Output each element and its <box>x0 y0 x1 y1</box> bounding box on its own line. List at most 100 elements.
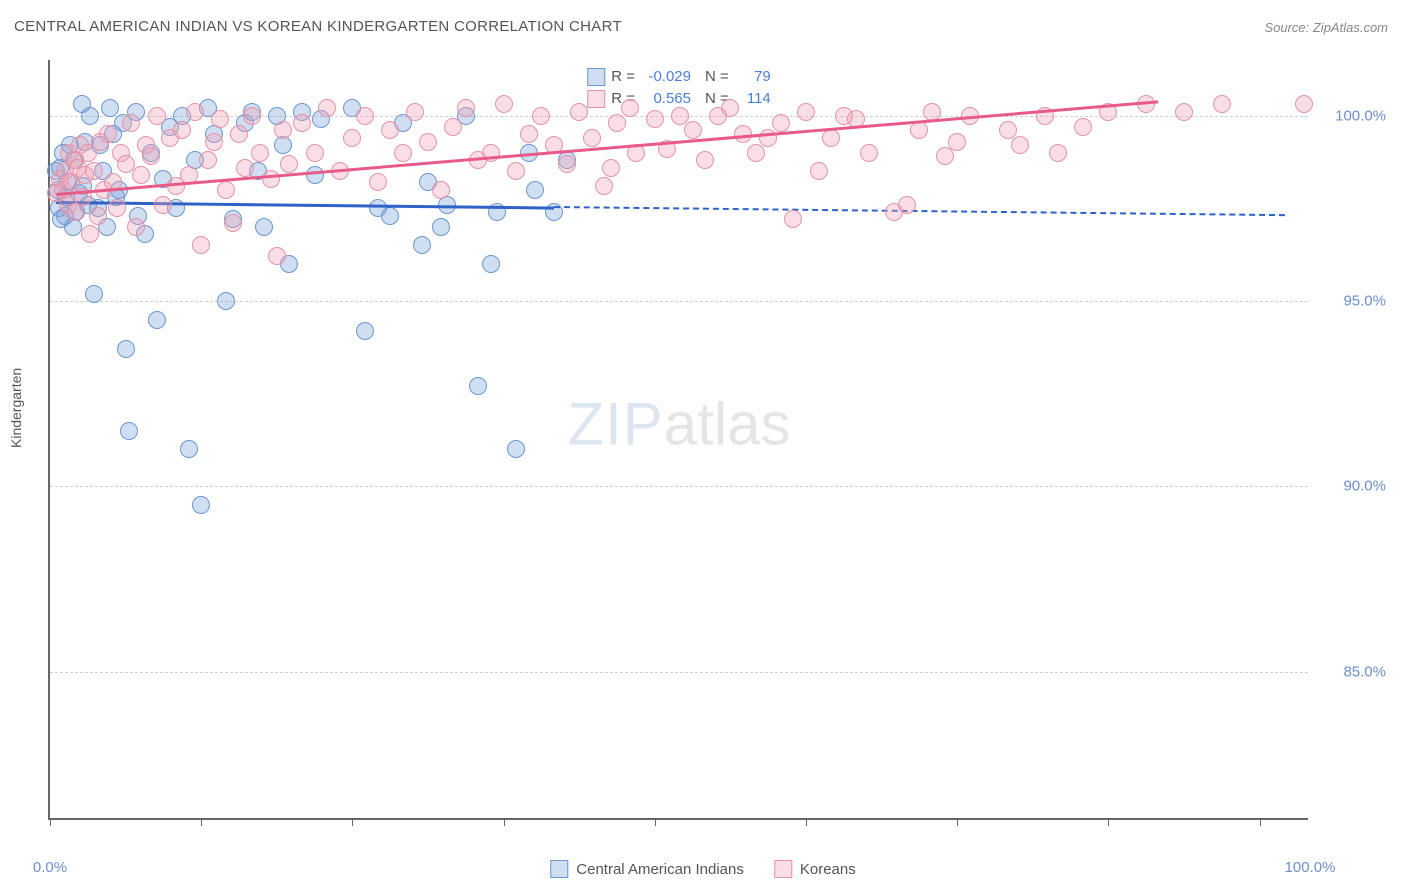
scatter-point <box>1049 144 1067 162</box>
scatter-point <box>217 292 235 310</box>
x-tick-label: 100.0% <box>1285 859 1336 876</box>
scatter-point <box>520 125 538 143</box>
scatter-point <box>192 496 210 514</box>
scatter-point <box>999 121 1017 139</box>
stats-row-series1: R = -0.029 N = 79 <box>587 66 771 88</box>
legend-item-series2: Koreans <box>774 860 856 878</box>
n-label: N = <box>705 66 729 88</box>
scatter-point <box>898 196 916 214</box>
scatter-point <box>255 218 273 236</box>
scatter-point <box>432 218 450 236</box>
y-tick-label: 95.0% <box>1343 292 1386 309</box>
trend-line-dashed <box>554 206 1285 216</box>
scatter-point <box>570 103 588 121</box>
scatter-point <box>99 125 117 143</box>
y-tick-label: 90.0% <box>1343 478 1386 495</box>
scatter-point <box>936 147 954 165</box>
scatter-point <box>507 162 525 180</box>
scatter-point <box>369 173 387 191</box>
scatter-point <box>406 103 424 121</box>
gridline <box>50 672 1308 673</box>
scatter-point <box>784 210 802 228</box>
x-tick <box>957 818 958 826</box>
y-tick-label: 100.0% <box>1335 107 1386 124</box>
scatter-point <box>860 144 878 162</box>
scatter-point <box>89 207 107 225</box>
chart-title: CENTRAL AMERICAN INDIAN VS KOREAN KINDER… <box>14 18 622 35</box>
scatter-point <box>306 144 324 162</box>
legend-item-series1: Central American Indians <box>550 860 744 878</box>
scatter-point <box>1213 95 1231 113</box>
scatter-point <box>621 99 639 117</box>
scatter-point <box>148 107 166 125</box>
scatter-point <box>211 110 229 128</box>
scatter-point <box>148 311 166 329</box>
n-value-series1: 79 <box>735 66 771 88</box>
scatter-point <box>495 95 513 113</box>
legend-label-series1: Central American Indians <box>576 861 744 878</box>
scatter-point <box>1074 118 1092 136</box>
scatter-point <box>526 181 544 199</box>
scatter-point <box>558 155 576 173</box>
scatter-point <box>154 196 172 214</box>
scatter-point <box>108 199 126 217</box>
scatter-point <box>772 114 790 132</box>
scatter-point <box>343 129 361 147</box>
scatter-point <box>251 144 269 162</box>
watermark: ZIPatlas <box>567 389 790 458</box>
scatter-point <box>413 236 431 254</box>
scatter-point <box>469 377 487 395</box>
y-tick-label: 85.0% <box>1343 663 1386 680</box>
scatter-point <box>262 170 280 188</box>
scatter-point <box>293 114 311 132</box>
y-axis-label: Kindergarten <box>8 368 24 448</box>
scatter-point <box>444 118 462 136</box>
legend-swatch-series1 <box>550 860 568 878</box>
scatter-point <box>602 159 620 177</box>
scatter-point <box>120 422 138 440</box>
scatter-point <box>230 125 248 143</box>
scatter-point <box>318 99 336 117</box>
scatter-point <box>356 322 374 340</box>
source-attribution: Source: ZipAtlas.com <box>1264 20 1388 35</box>
scatter-point <box>671 107 689 125</box>
scatter-point <box>205 133 223 151</box>
r-value-series1: -0.029 <box>641 66 691 88</box>
scatter-point <box>457 99 475 117</box>
legend-swatch-series2 <box>774 860 792 878</box>
x-tick <box>655 818 656 826</box>
scatter-point <box>810 162 828 180</box>
scatter-point <box>192 236 210 254</box>
scatter-point <box>274 121 292 139</box>
scatter-point <box>747 144 765 162</box>
scatter-point <box>101 99 119 117</box>
scatter-point <box>419 133 437 151</box>
scatter-point <box>910 121 928 139</box>
scatter-point <box>381 121 399 139</box>
scatter-point <box>85 285 103 303</box>
scatter-point <box>646 110 664 128</box>
x-tick-label: 0.0% <box>33 859 67 876</box>
scatter-point <box>381 207 399 225</box>
stats-box: R = -0.029 N = 79 R = 0.565 N = 114 <box>583 64 775 112</box>
x-tick <box>1260 818 1261 826</box>
scatter-point <box>243 107 261 125</box>
scatter-point <box>684 121 702 139</box>
scatter-point <box>482 255 500 273</box>
gridline <box>50 301 1308 302</box>
scatter-point <box>280 155 298 173</box>
scatter-point <box>1011 136 1029 154</box>
scatter-point <box>173 121 191 139</box>
scatter-point <box>122 114 140 132</box>
scatter-point <box>127 218 145 236</box>
r-label: R = <box>611 66 635 88</box>
scatter-point <box>1295 95 1313 113</box>
scatter-point <box>507 440 525 458</box>
scatter-point <box>822 129 840 147</box>
swatch-series2 <box>587 90 605 108</box>
scatter-point <box>224 214 242 232</box>
x-tick <box>504 818 505 826</box>
scatter-point <box>81 107 99 125</box>
scatter-point <box>948 133 966 151</box>
scatter-point <box>709 107 727 125</box>
